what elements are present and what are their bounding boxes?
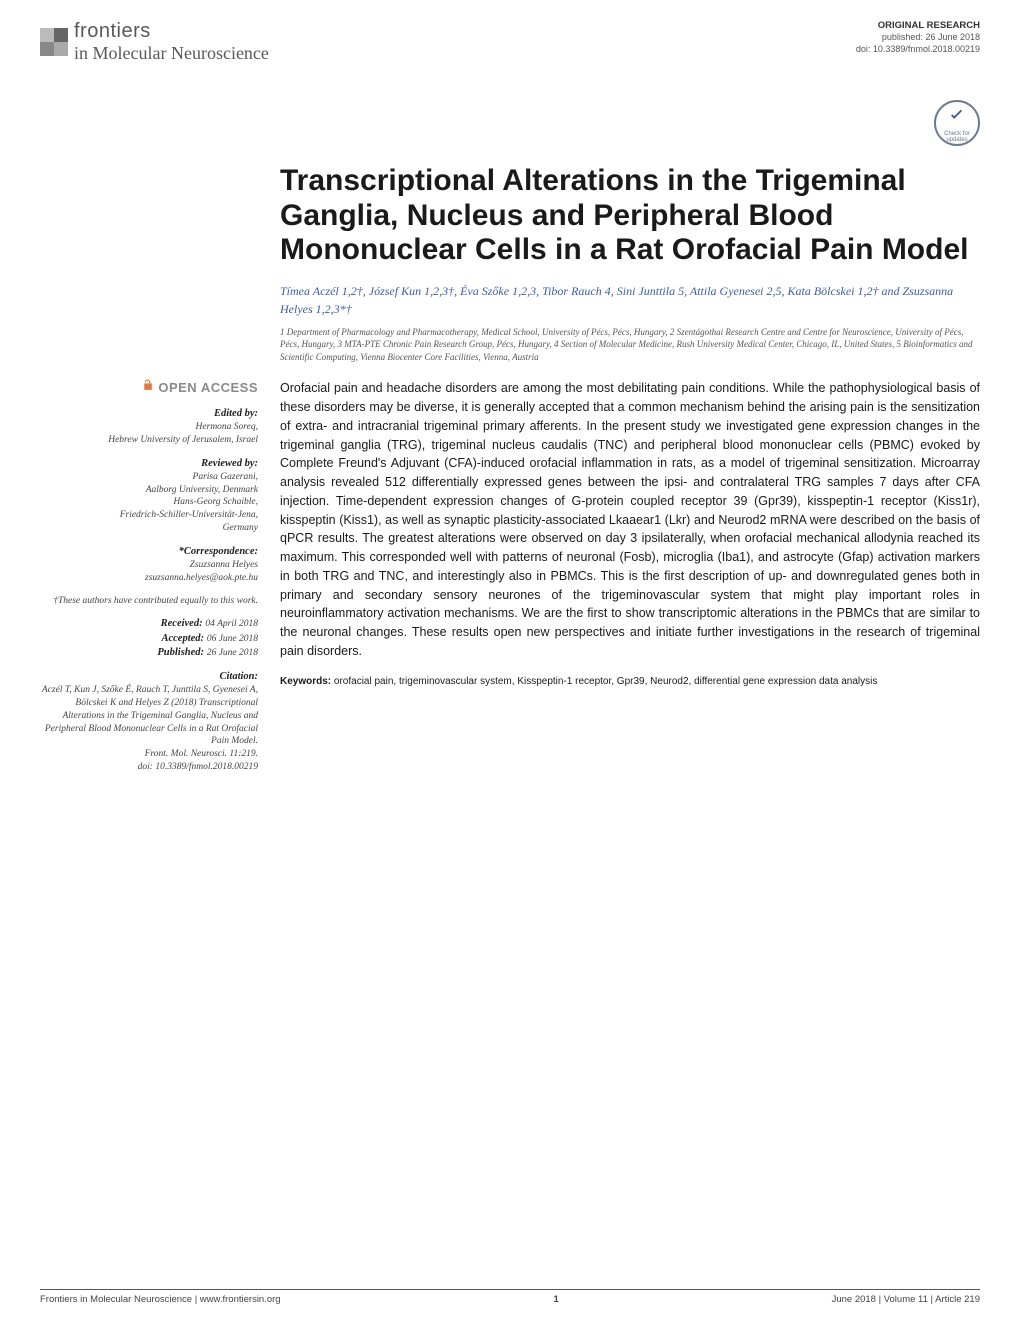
correspondence-body: Zsuzsanna Helyes zsuzsanna.helyes@aok.pt…	[40, 559, 258, 585]
title-block: Transcriptional Alterations in the Trige…	[280, 164, 980, 363]
frontiers-cube-icon	[40, 28, 68, 56]
doi-line: doi: 10.3389/fnmol.2018.00219	[856, 44, 980, 56]
page-footer: Frontiers in Molecular Neuroscience | ww…	[40, 1289, 980, 1305]
authors-line: Tímea Aczél 1,2†, József Kun 1,2,3†, Éva…	[280, 282, 980, 318]
journal-name: in Molecular Neuroscience	[74, 43, 269, 64]
footer-page-number: 1	[553, 1294, 558, 1305]
received-label: Received:	[161, 618, 203, 629]
footer-right: June 2018 | Volume 11 | Article 219	[832, 1294, 980, 1305]
body-columns: OPEN ACCESS Edited by: Hermona Soreq, He…	[40, 379, 980, 774]
accepted-label: Accepted:	[161, 633, 204, 644]
abstract-text: Orofacial pain and headache disorders ar…	[280, 379, 980, 660]
contribution-note: †These authors have contributed equally …	[40, 595, 258, 608]
journal-logo-text: frontiers in Molecular Neuroscience	[74, 20, 269, 64]
citation-label: Citation:	[40, 670, 258, 684]
check-updates-label: Check for updates	[936, 131, 978, 143]
published-body: 26 June 2018	[207, 648, 258, 658]
citation-body: Aczél T, Kun J, Szőke É, Rauch T, Juntti…	[40, 684, 258, 774]
article-type: ORIGINAL RESEARCH	[856, 20, 980, 32]
journal-logo-block: frontiers in Molecular Neuroscience	[40, 20, 269, 64]
keywords-text: orofacial pain, trigeminovascular system…	[334, 676, 877, 687]
edited-by-label: Edited by:	[40, 407, 258, 421]
published-label: Published:	[157, 647, 204, 658]
reviewed-by-label: Reviewed by:	[40, 457, 258, 471]
main-content: Transcriptional Alterations in the Trige…	[0, 164, 1020, 774]
abstract-column: Orofacial pain and headache disorders ar…	[280, 379, 980, 688]
received-body: 04 April 2018	[205, 619, 258, 629]
dates-block: Received: 04 April 2018 Accepted: 06 Jun…	[40, 617, 258, 660]
edited-by-body: Hermona Soreq, Hebrew University of Jeru…	[40, 421, 258, 447]
correspondence-label: *Correspondence:	[40, 545, 258, 559]
footer-left: Frontiers in Molecular Neuroscience | ww…	[40, 1294, 281, 1305]
keywords-block: Keywords: orofacial pain, trigeminovascu…	[280, 675, 980, 689]
sidebar: OPEN ACCESS Edited by: Hermona Soreq, He…	[40, 379, 258, 774]
affiliations: 1 Department of Pharmacology and Pharmac…	[280, 326, 980, 364]
checkmark-icon	[946, 104, 968, 131]
page-header: frontiers in Molecular Neuroscience ORIG…	[0, 0, 1020, 74]
accepted-body: 06 June 2018	[207, 634, 258, 644]
publication-meta: ORIGINAL RESEARCH published: 26 June 201…	[856, 20, 980, 56]
lock-open-icon	[141, 379, 154, 397]
article-title: Transcriptional Alterations in the Trige…	[280, 164, 980, 268]
check-updates-badge[interactable]: Check for updates	[934, 100, 980, 146]
publish-date: published: 26 June 2018	[856, 32, 980, 44]
open-access-line: OPEN ACCESS	[40, 379, 258, 397]
keywords-label: Keywords:	[280, 676, 331, 687]
open-access-label: OPEN ACCESS	[158, 379, 258, 397]
brand-name: frontiers	[74, 20, 269, 43]
reviewed-by-body: Parisa Gazerani, Aalborg University, Den…	[40, 471, 258, 535]
